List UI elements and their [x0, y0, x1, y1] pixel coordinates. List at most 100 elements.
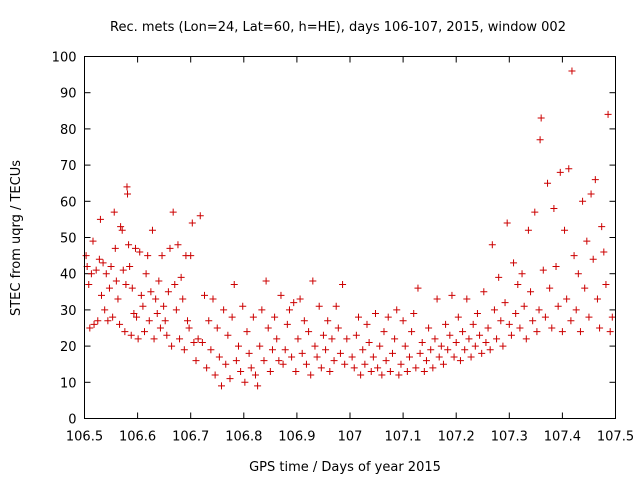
data-point	[537, 114, 545, 122]
data-point	[399, 317, 407, 325]
data-point	[275, 357, 283, 365]
data-point	[548, 324, 556, 332]
data-point	[332, 302, 340, 310]
data-point	[122, 281, 130, 289]
data-point	[82, 252, 90, 260]
data-point	[245, 349, 253, 357]
data-point	[285, 306, 293, 314]
data-point	[339, 281, 347, 289]
x-ticks: 106.5 106.6 106.7 106.8 106.9 107 107.1 107.2 10…	[66, 56, 634, 445]
data-point	[369, 353, 377, 361]
data-point	[602, 281, 610, 289]
data-point	[164, 288, 172, 296]
data-point	[405, 353, 413, 361]
plot-frame	[84, 56, 616, 419]
data-point	[94, 317, 102, 325]
data-point	[107, 262, 115, 270]
data-point	[241, 378, 249, 386]
data-point	[412, 364, 420, 372]
data-point	[550, 205, 558, 213]
data-point	[589, 255, 597, 263]
data-point	[452, 338, 460, 346]
data-point	[425, 324, 433, 332]
data-point	[166, 244, 174, 252]
data-point	[488, 241, 496, 249]
data-point	[386, 367, 394, 375]
data-point	[119, 266, 127, 274]
data-point	[544, 179, 552, 187]
data-point	[102, 270, 110, 278]
data-point	[380, 328, 388, 336]
data-point	[382, 357, 390, 365]
data-point	[307, 371, 315, 379]
data-point	[354, 313, 362, 321]
data-point	[313, 353, 321, 361]
data-point	[343, 335, 351, 343]
data-point	[271, 313, 279, 321]
data-point	[585, 313, 593, 321]
x-tick-label: 106.9	[278, 430, 315, 445]
data-point	[172, 306, 180, 314]
data-point	[572, 306, 580, 314]
data-point	[101, 306, 109, 314]
data-point	[213, 324, 221, 332]
data-point	[408, 328, 416, 336]
data-point	[371, 310, 379, 318]
data-point	[484, 324, 492, 332]
data-point	[254, 382, 262, 390]
data-point	[203, 364, 211, 372]
data-point	[190, 338, 198, 346]
data-point	[524, 226, 532, 234]
data-point	[431, 335, 439, 343]
data-point	[174, 241, 182, 249]
data-point	[251, 371, 259, 379]
data-point	[152, 295, 160, 303]
data-point	[608, 313, 616, 321]
data-point	[116, 320, 124, 328]
data-point	[324, 317, 332, 325]
data-point	[539, 266, 547, 274]
data-point	[294, 335, 302, 343]
data-point	[350, 364, 358, 372]
x-tick-label: 107.1	[384, 430, 421, 445]
data-point	[264, 324, 272, 332]
data-point	[160, 302, 168, 310]
data-point	[171, 281, 179, 289]
data-point	[527, 288, 535, 296]
y-axis-label-group: STEC from uqrg / TECUs	[9, 160, 24, 316]
y-tick-label: 70	[60, 159, 77, 174]
data-point	[249, 313, 257, 321]
data-point	[300, 317, 308, 325]
data-point	[283, 320, 291, 328]
data-point	[96, 215, 104, 223]
data-point	[444, 346, 452, 354]
data-point	[207, 346, 215, 354]
data-point	[459, 328, 467, 336]
data-point	[352, 331, 360, 339]
data-point	[118, 226, 126, 234]
data-point	[273, 335, 281, 343]
data-point	[581, 284, 589, 292]
data-point	[237, 367, 245, 375]
data-point	[520, 302, 528, 310]
chart-title: Rec. mets (Lon=24, Lat=60, h=HE), days 1…	[110, 20, 566, 35]
y-tick-label: 50	[60, 232, 77, 247]
y-ticks: 0 10 20 30 40 50 60 70 80 90 100	[52, 51, 616, 428]
data-point	[232, 357, 240, 365]
data-point	[388, 349, 396, 357]
data-point	[128, 284, 136, 292]
data-point	[529, 317, 537, 325]
data-point	[395, 371, 403, 379]
data-point	[220, 306, 228, 314]
data-point	[435, 353, 443, 361]
data-point	[499, 342, 507, 350]
data-point	[465, 335, 473, 343]
x-tick-label: 107.3	[491, 430, 528, 445]
data-point	[305, 328, 313, 336]
data-point	[110, 208, 118, 216]
data-point	[92, 266, 100, 274]
data-point	[319, 331, 327, 339]
data-point	[125, 241, 133, 249]
data-point	[514, 281, 522, 289]
data-point	[486, 346, 494, 354]
